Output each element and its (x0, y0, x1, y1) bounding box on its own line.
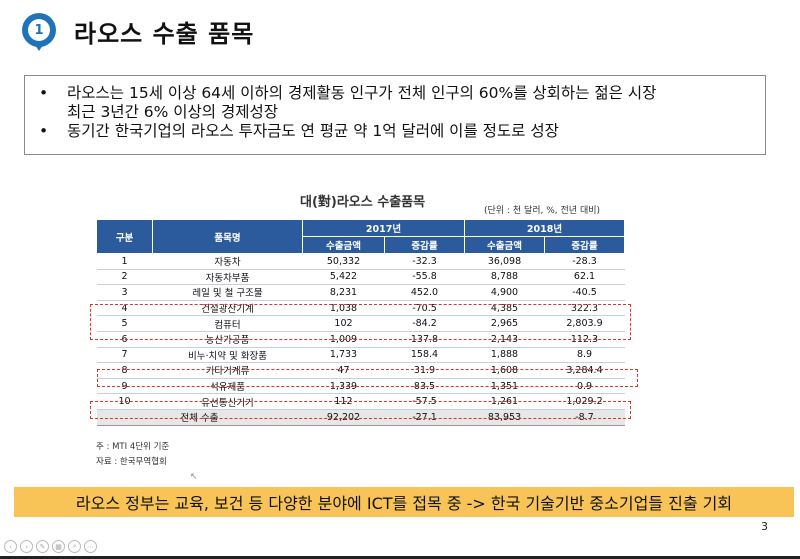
item-name: 기타기계류 (152, 362, 303, 379)
item-name: 자동차부품 (152, 269, 303, 286)
total-change-2018: -8.7 (544, 409, 625, 426)
bullet-text: 라오스는 15세 이상 64세 이하의 경제활동 인구가 전체 인구의 60%를… (67, 84, 657, 102)
amount-2018: 1,608 (464, 362, 545, 379)
amount-2017: 47 (302, 362, 385, 379)
summary-box: • 라오스는 15세 이상 64세 이하의 경제활동 인구가 전체 인구의 60… (24, 75, 766, 155)
row-number: 8 (96, 362, 153, 379)
table-unit: (단위 : 천 달러, %, 전년 대비) (484, 206, 601, 216)
more-options-icon[interactable]: ⋯ (84, 540, 97, 553)
change-2017: -32.3 (384, 253, 465, 270)
header-2018: 2018년 (464, 219, 625, 237)
change-2018: -40.5 (544, 284, 625, 301)
table-row: 5 컴퓨터 102 -84.2 2,965 2,803.9 (96, 315, 625, 332)
section-number: 1 (28, 19, 50, 41)
table-row: 7 비누·치약 및 화장품 1,733 158.4 1,888 8.9 (96, 347, 625, 364)
amount-2017: 102 (302, 315, 385, 332)
row-number: 5 (96, 315, 153, 332)
table-row: 1 자동차 50,332 -32.3 36,098 -28.3 (96, 253, 625, 270)
page-title: 라오스 수출 품목 (74, 20, 255, 48)
highlight-box-rows-4-5 (90, 304, 631, 340)
bullet-dot-icon: • (39, 122, 49, 140)
highlight-box-row-8 (97, 369, 638, 387)
change-2017: 452.0 (384, 284, 465, 301)
bullet-item: • 동기간 한국기업의 라오스 투자금도 연 평균 약 1억 달러에 이를 정도… (39, 122, 755, 141)
change-2017: 158.4 (384, 347, 465, 364)
row-number: 2 (96, 269, 153, 286)
amount-2017: 50,332 (302, 253, 385, 270)
highlight-box-row-10 (90, 401, 631, 419)
table-source: 자료 : 한국무역협회 (96, 457, 167, 467)
table-row: 3 레일 및 철 구조물 8,231 452.0 4,900 -40.5 (96, 284, 625, 301)
row-number: 3 (96, 284, 153, 301)
amount-2018: 1,888 (464, 347, 545, 364)
header-amount-2018: 수출금액 (464, 236, 545, 254)
amount-2017: 8,231 (302, 284, 385, 301)
change-2018: 2,803.9 (544, 315, 625, 332)
conclusion-text: 라오스 정부는 교육, 보건 등 다양한 분야에 ICT를 접목 중 -> 한국… (75, 494, 733, 513)
total-change-2017: -27.1 (384, 409, 465, 426)
change-2018: -28.3 (544, 253, 625, 270)
total-row: 전체 수출 92,202 -27.1 83,953 -8.7 (96, 409, 625, 426)
table-row: 2 자동차부품 5,422 -55.8 8,788 62.1 (96, 269, 625, 286)
bullet-item: • 라오스는 15세 이상 64세 이하의 경제활동 인구가 전체 인구의 60… (39, 84, 755, 103)
header-change-2017: 증감률 (384, 236, 465, 254)
change-2017: 31.9 (384, 362, 465, 379)
amount-2018: 4,900 (464, 284, 545, 301)
amount-2018: 8,788 (464, 269, 545, 286)
table-row: 8 기타기계류 47 31.9 1,608 3,284.4 (96, 362, 625, 379)
bullet-text: 동기간 한국기업의 라오스 투자금도 연 평균 약 1억 달러에 이를 정도로 … (67, 122, 559, 140)
bullet-text-continued: 최근 3년간 6% 이상의 경제성장 (67, 103, 279, 121)
change-2017: -55.8 (384, 269, 465, 286)
amount-2018: 36,098 (464, 253, 545, 270)
header-amount-2017: 수출금액 (302, 236, 385, 254)
previous-slide-icon[interactable]: ‹ (4, 540, 17, 553)
total-amount-2017: 92,202 (302, 409, 385, 426)
zoom-icon[interactable]: ⌕ (68, 540, 81, 553)
item-name: 비누·치약 및 화장품 (152, 347, 303, 364)
mouse-cursor-icon: ↖ (190, 472, 198, 482)
total-amount-2018: 83,953 (464, 409, 545, 426)
badge-pin-tip (33, 42, 45, 51)
slides-icon[interactable]: ▦ (52, 540, 65, 553)
row-number: 7 (96, 347, 153, 364)
page-number: 3 (761, 520, 768, 533)
bullet-dot-icon: • (39, 84, 49, 102)
row-number: 1 (96, 253, 153, 270)
header-change-2018: 증감률 (544, 236, 625, 254)
item-name: 자동차 (152, 253, 303, 270)
change-2017: -84.2 (384, 315, 465, 332)
table-note: 주 : MTI 4단위 기준 (96, 442, 170, 452)
conclusion-banner: 라오스 정부는 교육, 보건 등 다양한 분야에 ICT를 접목 중 -> 한국… (14, 487, 794, 517)
amount-2017: 5,422 (302, 269, 385, 286)
amount-2018: 2,965 (464, 315, 545, 332)
change-2018: 8.9 (544, 347, 625, 364)
change-2018: 3,284.4 (544, 362, 625, 379)
next-slide-icon[interactable]: › (20, 540, 33, 553)
bottom-bar (0, 556, 800, 559)
pen-icon[interactable]: ✎ (36, 540, 49, 553)
header-no: 구분 (96, 219, 153, 254)
header-2017: 2017년 (302, 219, 465, 237)
table-title: 대(對)라오스 수출품목 (300, 195, 426, 210)
header-item: 품목명 (152, 219, 303, 254)
amount-2017: 1,733 (302, 347, 385, 364)
item-name: 컴퓨터 (152, 315, 303, 332)
slideshow-controls: ‹ › ✎ ▦ ⌕ ⋯ (4, 540, 97, 553)
section-number-badge: 1 (22, 13, 56, 47)
item-name: 레일 및 철 구조물 (152, 284, 303, 301)
change-2018: 62.1 (544, 269, 625, 286)
